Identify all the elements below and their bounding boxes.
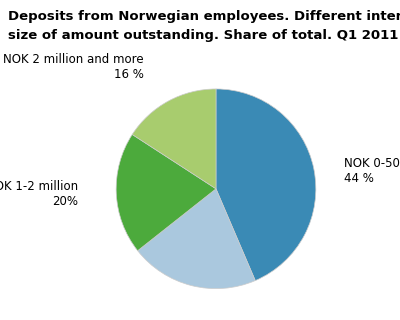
Text: NOK 1-2 million
20%: NOK 1-2 million 20% bbox=[0, 180, 78, 208]
Text: NOK 0-500 000
44 %: NOK 0-500 000 44 % bbox=[344, 157, 400, 185]
Wedge shape bbox=[116, 134, 216, 251]
Text: Deposits from Norwegian employees. Different intervals according to: Deposits from Norwegian employees. Diffe… bbox=[8, 10, 400, 23]
Text: size of amount outstanding. Share of total. Q1 2011: size of amount outstanding. Share of tot… bbox=[8, 29, 398, 42]
Wedge shape bbox=[216, 89, 316, 281]
Wedge shape bbox=[132, 89, 216, 189]
Wedge shape bbox=[138, 189, 255, 289]
Text: NOK 2 million and more
16 %: NOK 2 million and more 16 % bbox=[4, 53, 144, 81]
